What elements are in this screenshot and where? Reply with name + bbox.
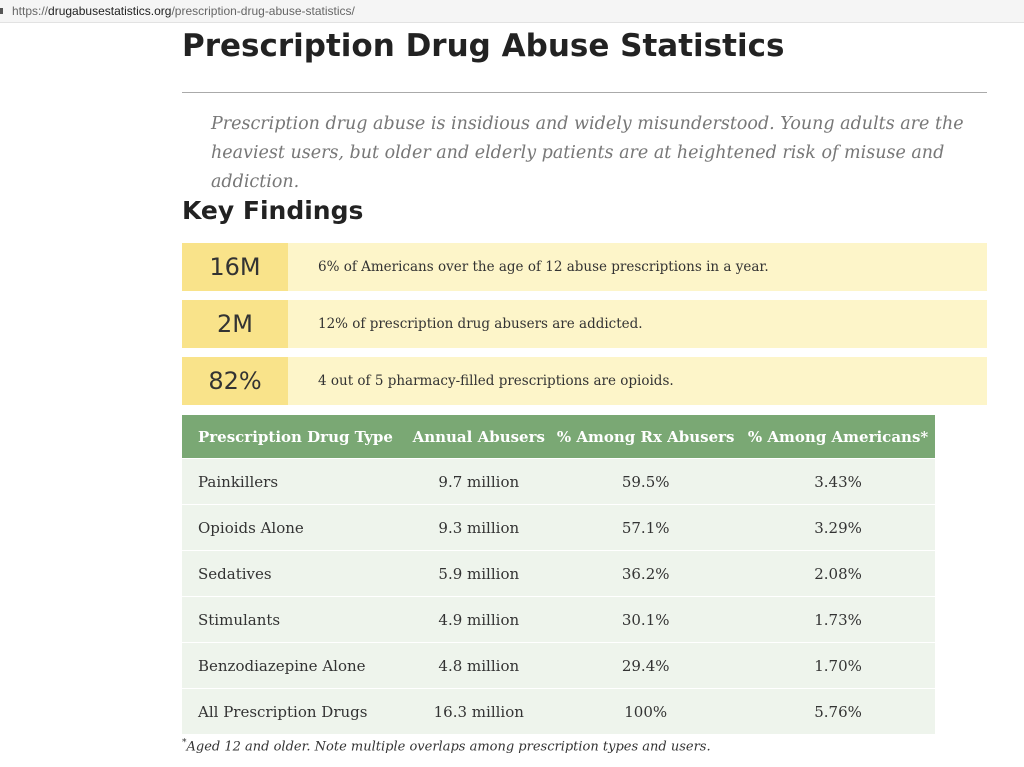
table-cell: 5.9 million: [407, 550, 551, 597]
column-header: % Among Americans*: [741, 415, 935, 459]
url-text[interactable]: https://drugabusestatistics.org/prescrip…: [12, 4, 355, 18]
finding-value: 2M: [182, 300, 288, 348]
drug-abuse-table: Prescription Drug Type Annual Abusers % …: [182, 415, 935, 734]
finding-value: 16M: [182, 243, 288, 291]
table-cell: 59.5%: [550, 458, 742, 505]
table-cell: 1.70%: [741, 642, 935, 689]
table-cell: 2.08%: [741, 550, 935, 597]
table-cell: All Prescription Drugs: [182, 688, 408, 734]
finding-text: 6% of Americans over the age of 12 abuse…: [318, 259, 769, 275]
intro-quote: Prescription drug abuse is insidious and…: [211, 114, 964, 192]
finding-text: 4 out of 5 pharmacy-filled prescriptions…: [318, 373, 674, 389]
table-cell: 100%: [550, 688, 742, 734]
page-title: Prescription Drug Abuse Statistics: [182, 28, 785, 64]
table-cell: 4.9 million: [407, 596, 551, 643]
table-cell: 36.2%: [550, 550, 742, 597]
table-cell: Painkillers: [182, 458, 408, 505]
table-row: Painkillers 9.7 million 59.5% 3.43%: [182, 458, 935, 505]
table-cell: 3.29%: [741, 504, 935, 551]
table-cell: 9.3 million: [407, 504, 551, 551]
lock-icon: [0, 8, 3, 14]
finding-item: 82% 4 out of 5 pharmacy-filled prescript…: [182, 357, 987, 405]
table-cell: 57.1%: [550, 504, 742, 551]
footnote: *Aged 12 and older. Note multiple overla…: [182, 738, 711, 755]
table-cell: 1.73%: [741, 596, 935, 643]
column-header: Annual Abusers: [407, 415, 551, 459]
finding-item: 2M 12% of prescription drug abusers are …: [182, 300, 987, 348]
column-header: Prescription Drug Type: [182, 415, 408, 459]
finding-text: 12% of prescription drug abusers are add…: [318, 316, 643, 332]
table-cell: 3.43%: [741, 458, 935, 505]
table-cell: 5.76%: [741, 688, 935, 734]
table-header-row: Prescription Drug Type Annual Abusers % …: [182, 415, 935, 459]
key-findings-heading: Key Findings: [182, 196, 364, 225]
table-cell: Benzodiazepine Alone: [182, 642, 408, 689]
table-cell: 9.7 million: [407, 458, 551, 505]
finding-item: 16M 6% of Americans over the age of 12 a…: [182, 243, 987, 291]
table-cell: Sedatives: [182, 550, 408, 597]
divider: [182, 92, 987, 93]
column-header: % Among Rx Abusers: [550, 415, 742, 459]
table-cell: 16.3 million: [407, 688, 551, 734]
table-row: All Prescription Drugs 16.3 million 100% 5.…: [182, 688, 935, 734]
table-row: Opioids Alone 9.3 million 57.1% 3.29%: [182, 504, 935, 551]
address-bar[interactable]: https://drugabusestatistics.org/prescrip…: [0, 0, 1024, 23]
table-cell: 4.8 million: [407, 642, 551, 689]
table-cell: Opioids Alone: [182, 504, 408, 551]
table-cell: 29.4%: [550, 642, 742, 689]
table-row: Sedatives 5.9 million 36.2% 2.08%: [182, 550, 935, 597]
table-cell: Stimulants: [182, 596, 408, 643]
table-row: Stimulants 4.9 million 30.1% 1.73%: [182, 596, 935, 643]
table-cell: 30.1%: [550, 596, 742, 643]
table-row: Benzodiazepine Alone 4.8 million 29.4% 1.70…: [182, 642, 935, 689]
finding-value: 82%: [182, 357, 288, 405]
